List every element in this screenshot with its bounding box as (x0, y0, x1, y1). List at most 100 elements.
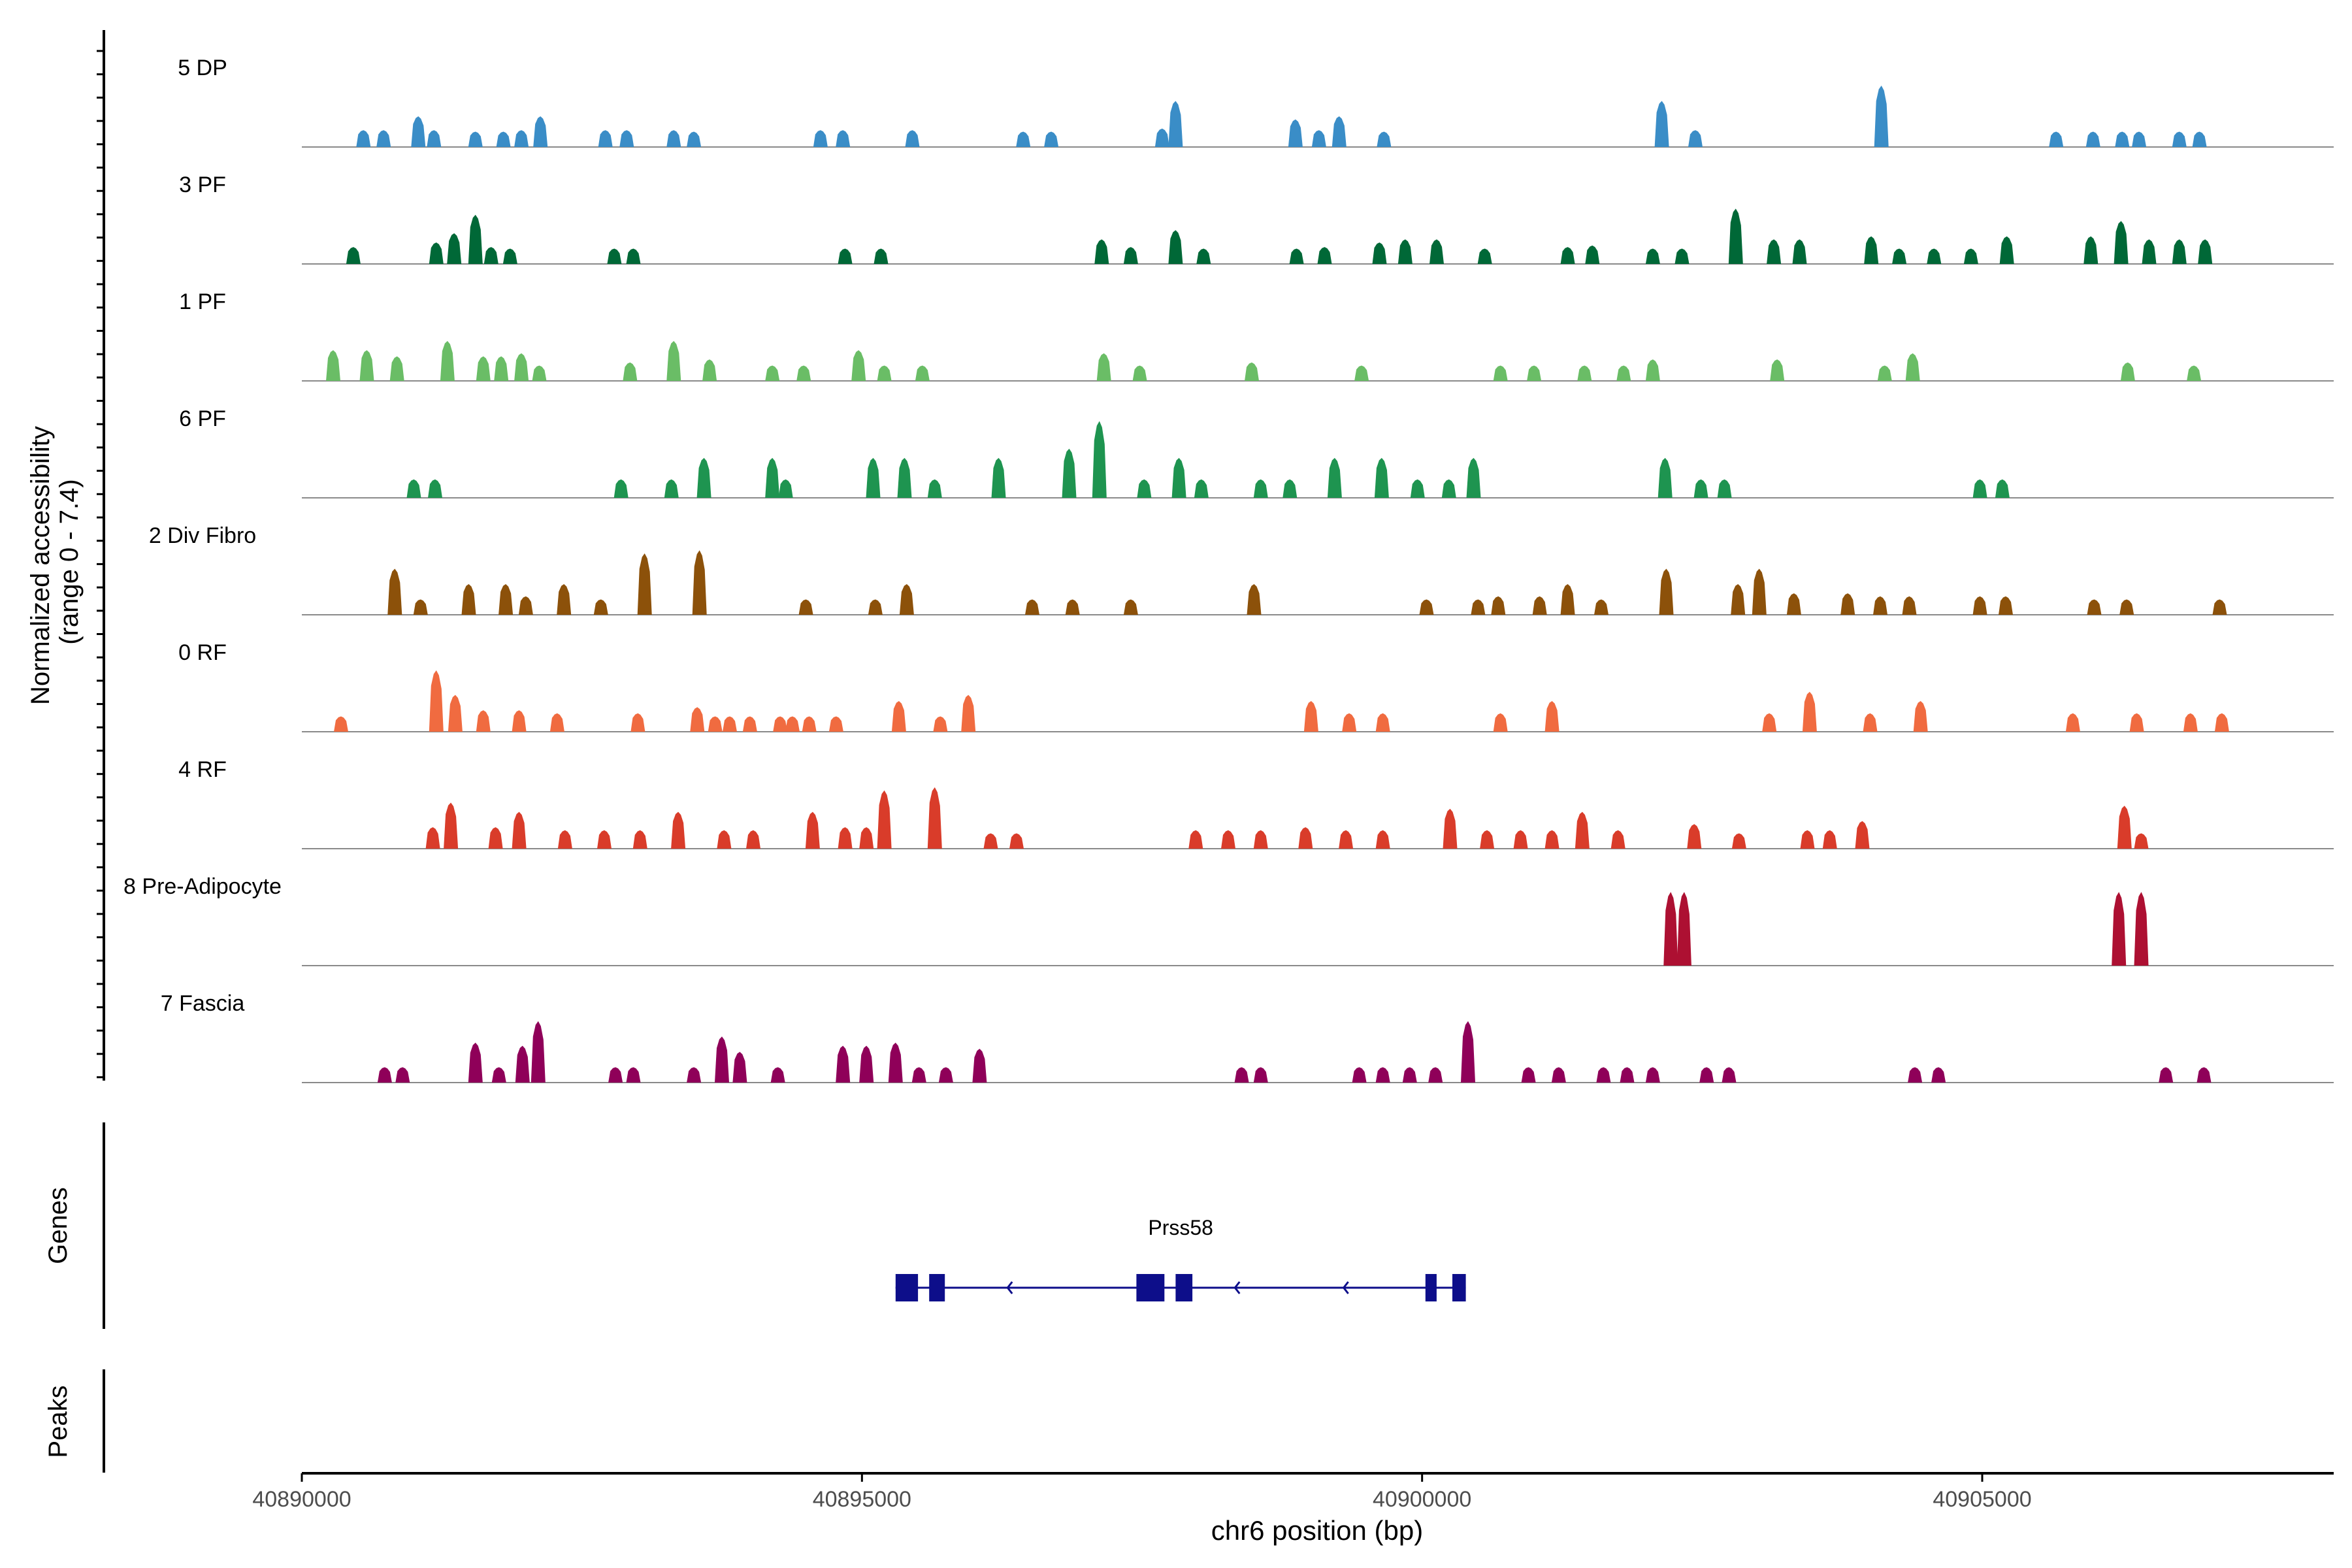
coverage-peak (836, 130, 851, 147)
coverage-peak (746, 830, 760, 849)
coverage-peak (1168, 230, 1183, 264)
coverage-peak (1342, 713, 1357, 732)
coverage-peak (1927, 248, 1942, 264)
track-7-fascia: 7 Fascia (161, 991, 2334, 1083)
coverage-peak (1620, 1067, 1635, 1083)
coverage-peak (1428, 1067, 1443, 1083)
coverage-peak (2134, 833, 2149, 849)
track-5-dp: 5 DP (178, 56, 2334, 148)
coverage-peak (608, 1067, 623, 1083)
coverage-peak (1728, 208, 1743, 264)
coverage-peak (1532, 596, 1547, 615)
coverage-peak (1658, 457, 1673, 498)
coverage-peak (1289, 248, 1304, 264)
coverage-peak (1902, 596, 1917, 615)
coverage-peak (2198, 239, 2213, 264)
coverage-peak (1767, 239, 1782, 264)
coverage-peak (376, 130, 391, 147)
coverage-peak (859, 1045, 874, 1083)
track-3-pf: 3 PF (179, 172, 2334, 265)
coverage-peak (1752, 568, 1767, 615)
coverage-peak (1577, 365, 1592, 381)
gene-name-label: Prss58 (1148, 1216, 1213, 1239)
coverage-peak (1331, 116, 1347, 147)
coverage-peak (1194, 479, 1209, 498)
coverage-peak (494, 356, 509, 381)
coverage-peak (2119, 599, 2134, 615)
coverage-peak (326, 350, 340, 381)
coverage-peak (1770, 359, 1785, 381)
coverage-peak (483, 247, 498, 264)
track-2-div-fibro: 2 Div Fibro (149, 523, 2334, 615)
coverage-peak (515, 1045, 530, 1083)
x-tick-label: 40890000 (252, 1487, 351, 1512)
coverage-peak (1931, 1067, 1946, 1083)
coverage-peak (2192, 131, 2207, 147)
coverage-peak (512, 811, 527, 849)
coverage-peak (1645, 359, 1660, 381)
coverage-peak (1096, 353, 1111, 381)
gene-strand-arrow (1006, 1281, 1013, 1294)
coverage-peak (1596, 1067, 1611, 1083)
coverage-peak (1480, 830, 1495, 849)
x-tick-label: 40900000 (1373, 1487, 1471, 1512)
coverage-peak (838, 827, 853, 849)
coverage-peak (1311, 130, 1326, 147)
coverage-peak (468, 214, 483, 264)
track-label: 6 PF (179, 406, 226, 431)
coverage-peak (619, 130, 634, 147)
coverage-peak (1699, 1067, 1714, 1083)
coverage-peak (972, 1049, 987, 1083)
coverage-peak (637, 553, 652, 615)
coverage-peak (961, 694, 976, 732)
coverage-peak (2085, 131, 2100, 147)
coverage-peak (2142, 239, 2157, 264)
coverage-peak (1493, 713, 1508, 732)
coverage-peak (770, 1067, 785, 1083)
coverage-peak (1466, 457, 1481, 498)
coverage-peak (798, 599, 813, 615)
gene-exon (1136, 1274, 1165, 1301)
coverage-peak (1560, 247, 1575, 264)
coverage-peak (425, 827, 440, 849)
coverage-peak (1575, 811, 1590, 849)
coverage-peak (1094, 239, 1109, 264)
coverage-peak (518, 596, 533, 615)
coverage-peak (1441, 479, 1456, 498)
coverage-peak (1419, 599, 1434, 615)
track-0-rf: 0 RF (178, 640, 2334, 732)
coverage-peak (514, 130, 529, 147)
track-1-pf: 1 PF (179, 289, 2334, 382)
x-axis-title: chr6 position (bp) (1211, 1515, 1424, 1546)
coverage-peak (413, 599, 428, 615)
coverage-tracks: 5 DP 3 PF 1 PF 6 PF 2 Div Fibro 0 RF 4 RF 8 Pre… (123, 56, 2334, 1083)
coverage-peak (1864, 236, 1879, 264)
coverage-peak (598, 130, 613, 147)
coverage-peak (1298, 827, 1313, 849)
coverage-peak (346, 247, 361, 264)
coverage-peak (1654, 101, 1669, 147)
coverage-peak (785, 716, 800, 732)
coverage-peak (687, 1067, 702, 1083)
coverage-peak (1477, 248, 1492, 264)
coverage-peak (1731, 584, 1746, 615)
coverage-peak (1717, 479, 1732, 498)
coverage-peak (557, 830, 572, 849)
coverage-peak (692, 550, 707, 615)
coverage-peak (905, 130, 920, 147)
coverage-peak (1288, 119, 1303, 147)
coverage-peak (2112, 892, 2127, 966)
coverage-peak (938, 1067, 953, 1083)
coverage-peak (2114, 221, 2129, 264)
coverage-peak (1253, 830, 1268, 849)
coverage-peak (1245, 362, 1259, 381)
coverage-peak (630, 713, 645, 732)
coverage-peak (2049, 131, 2064, 147)
coverage-peak (2172, 239, 2187, 264)
coverage-peak (1786, 593, 1801, 615)
coverage-peak (927, 787, 942, 849)
y-axis-title-line1: Normalized accessibility (26, 426, 55, 705)
coverage-peak (1527, 365, 1542, 381)
coverage-peak (1762, 713, 1777, 732)
x-tick-label: 40895000 (813, 1487, 911, 1512)
